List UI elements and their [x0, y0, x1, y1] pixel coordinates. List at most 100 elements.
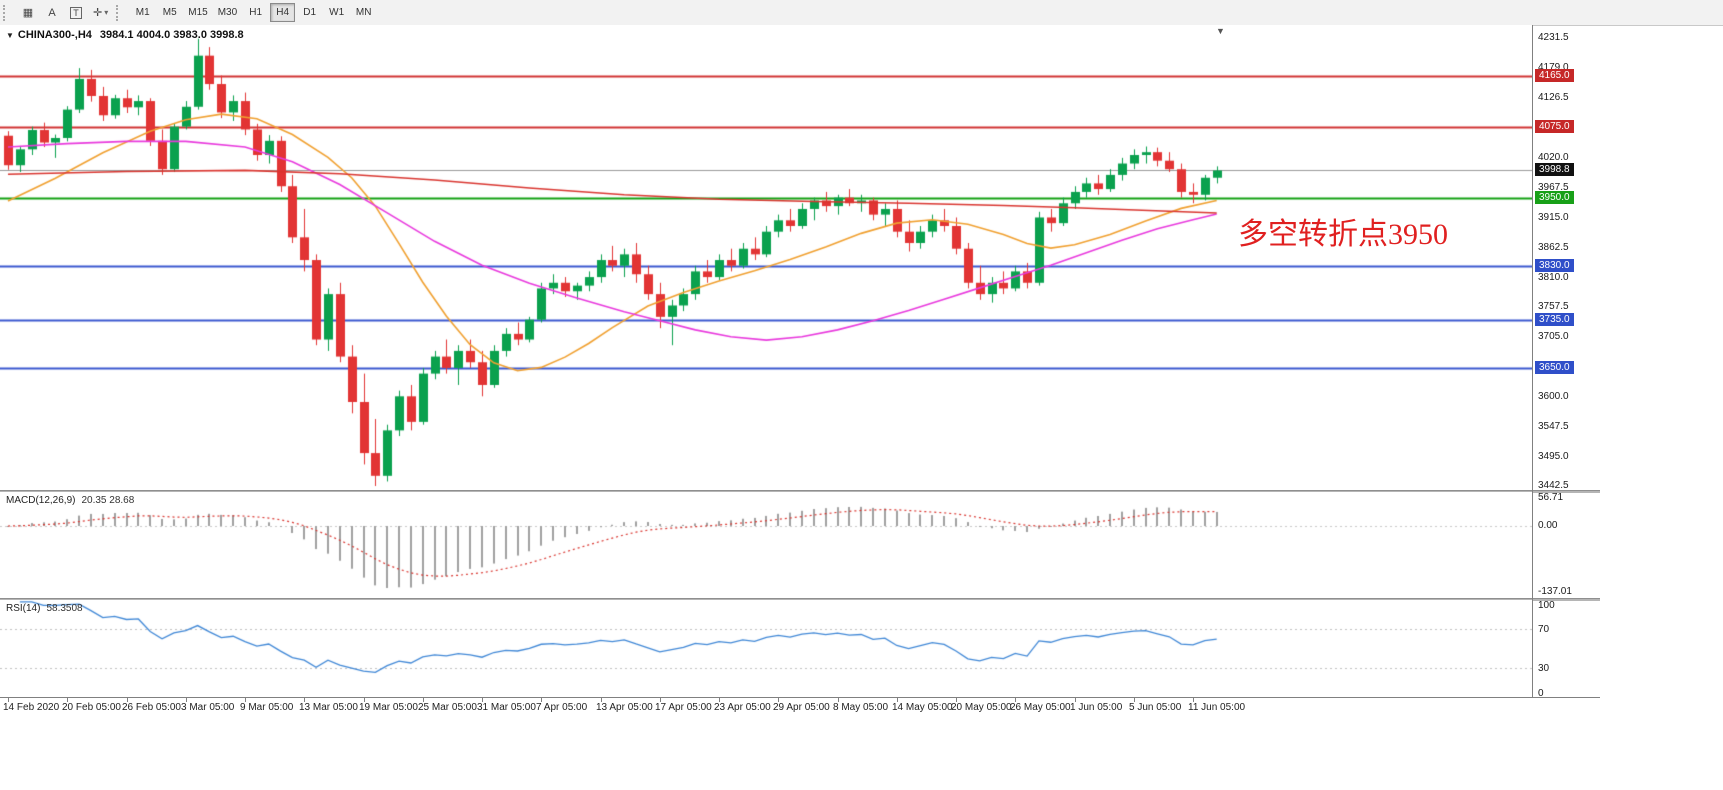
- price-tick-label: 4126.5: [1538, 91, 1569, 103]
- panel-splitter[interactable]: [0, 490, 1600, 493]
- time-label: 26 May 05:00: [1010, 702, 1071, 713]
- macd-axis-label: 0.00: [1538, 519, 1558, 531]
- main-chart-panel: ▼ CHINA300-,H4 3984.1 4004.0 3983.0 3998.8…: [0, 25, 1532, 490]
- time-label: 31 Mar 05:00: [477, 702, 536, 713]
- time-label: 3 Mar 05:00: [181, 702, 235, 713]
- time-label: 17 Apr 05:00: [655, 702, 712, 713]
- price-tick-label: 3862.5: [1538, 241, 1569, 253]
- time-tick: [364, 698, 365, 702]
- time-label: 1 Jun 05:00: [1070, 702, 1123, 713]
- rsi-panel: RSI(14) 58.3508: [0, 600, 1532, 697]
- symbol-name: CHINA300-,H4: [17, 29, 92, 41]
- time-tick: [1134, 698, 1135, 702]
- macd-panel: MACD(12,26,9) 20.35 28.68: [0, 492, 1532, 598]
- time-tick: [1015, 698, 1016, 702]
- price-badge: 3998.8: [1535, 163, 1574, 177]
- time-label: 13 Mar 05:00: [299, 702, 358, 713]
- macd-axis-label: -137.01: [1538, 585, 1572, 597]
- price-badge: 4165.0: [1535, 69, 1574, 83]
- time-label: 25 Mar 05:00: [418, 702, 477, 713]
- price-badge: 3735.0: [1535, 313, 1574, 327]
- timeframe-m5[interactable]: M5: [157, 3, 182, 22]
- time-tick: [482, 698, 483, 702]
- text-tool-icon[interactable]: T: [65, 3, 87, 23]
- text-tool-glyph: T: [70, 6, 82, 19]
- rsi-value: 58.3508: [46, 603, 83, 614]
- price-badge: 3950.0: [1535, 191, 1574, 205]
- chart-window-glyph: ▦: [22, 7, 34, 19]
- time-tick: [660, 698, 661, 702]
- timeframe-m1[interactable]: M1: [130, 3, 155, 22]
- crosshair-icon[interactable]: ✛ ▾: [89, 3, 112, 23]
- price-tick-label: 3495.0: [1538, 450, 1569, 462]
- dropdown-caret-icon: ▾: [104, 8, 109, 17]
- time-label: 20 May 05:00: [951, 702, 1012, 713]
- time-tick: [1075, 698, 1076, 702]
- macd-canvas[interactable]: [0, 492, 1532, 598]
- time-label: 8 May 05:00: [833, 702, 889, 713]
- macd-label: MACD(12,26,9) 20.35 28.68: [6, 495, 134, 506]
- price-tick-label: 3600.0: [1538, 390, 1569, 402]
- crosshair-glyph: ✛: [93, 7, 103, 19]
- rsi-axis-label: 100: [1538, 600, 1555, 611]
- price-tick-label: 3967.5: [1538, 182, 1569, 194]
- time-tick: [1193, 698, 1194, 702]
- time-tick: [838, 698, 839, 702]
- price-tick-label: 3442.5: [1538, 480, 1569, 492]
- time-tick: [8, 698, 9, 702]
- timeframe-group: M1 M5 M15 M30 H1 H4 D1 W1 MN: [129, 3, 377, 22]
- time-label: 20 Feb 05:00: [62, 702, 121, 713]
- time-tick: [541, 698, 542, 702]
- time-tick: [897, 698, 898, 702]
- timeframe-h4[interactable]: H4: [270, 3, 296, 22]
- cursor-a-icon[interactable]: A: [41, 3, 63, 23]
- time-label: 29 Apr 05:00: [773, 702, 830, 713]
- price-tick-label: 3810.0: [1538, 271, 1569, 283]
- time-label: 26 Feb 05:00: [122, 702, 181, 713]
- chart-window-icon[interactable]: ▦: [17, 3, 39, 23]
- timeframe-mn[interactable]: MN: [351, 3, 376, 22]
- price-axis[interactable]: 4231.5 4179.0 4126.5 4020.0 3967.5 3915.0 3862…: [1533, 0, 1623, 715]
- time-axis[interactable]: 14 Feb 2020 20 Feb 05:00 26 Feb 05:00 3 Mar…: [0, 697, 1600, 718]
- time-label: 7 Apr 05:00: [536, 702, 588, 713]
- time-tick: [127, 698, 128, 702]
- price-badge: 3650.0: [1535, 361, 1574, 375]
- ohlc-values: 3984.1 4004.0 3983.0 3998.8: [99, 29, 244, 41]
- main-chart-canvas[interactable]: [0, 25, 1532, 490]
- timeframe-w1[interactable]: W1: [324, 3, 349, 22]
- rsi-label: RSI(14) 58.3508: [6, 603, 83, 614]
- price-tick-label: 4231.5: [1538, 32, 1569, 44]
- time-tick: [304, 698, 305, 702]
- time-tick: [778, 698, 779, 702]
- timeframe-m15[interactable]: M15: [184, 3, 211, 22]
- price-tick-label: 3915.0: [1538, 212, 1569, 224]
- timeframe-h1[interactable]: H1: [243, 3, 268, 22]
- timeframe-d1[interactable]: D1: [297, 3, 322, 22]
- macd-values: 20.35 28.68: [81, 495, 135, 506]
- time-label: 19 Mar 05:00: [359, 702, 418, 713]
- macd-name: MACD(12,26,9): [6, 495, 76, 506]
- panel-splitter-2[interactable]: [0, 598, 1600, 601]
- rsi-canvas[interactable]: [0, 600, 1532, 697]
- rsi-name: RSI(14): [6, 603, 41, 614]
- chart-title: ▼ CHINA300-,H4 3984.1 4004.0 3983.0 3998.8: [6, 29, 244, 41]
- rsi-axis-label: 30: [1538, 662, 1550, 674]
- time-tick: [186, 698, 187, 702]
- price-annotation[interactable]: 多空转折点3950: [1238, 218, 1448, 251]
- time-label: 23 Apr 05:00: [714, 702, 771, 713]
- price-tick-label: 3705.0: [1538, 331, 1569, 343]
- price-tick-label: 4020.0: [1538, 152, 1569, 164]
- cursor-a-glyph: A: [48, 6, 56, 19]
- chart-shift-marker-icon: ▼: [1216, 26, 1225, 36]
- time-tick: [423, 698, 424, 702]
- toolbar-drag-handle-2[interactable]: [116, 4, 125, 21]
- time-label: 11 Jun 05:00: [1188, 702, 1246, 713]
- price-tick-label: 4179.0: [1538, 62, 1569, 74]
- time-label: 14 Feb 2020: [3, 702, 60, 713]
- time-tick: [956, 698, 957, 702]
- timeframe-m30[interactable]: M30: [214, 3, 241, 22]
- chart-toolbar: ▦ A T ✛ ▾ M1 M5 M15 M30 H1 H4 D1 W1 MN: [0, 0, 1723, 26]
- toolbar-drag-handle[interactable]: [3, 4, 12, 21]
- time-tick: [719, 698, 720, 702]
